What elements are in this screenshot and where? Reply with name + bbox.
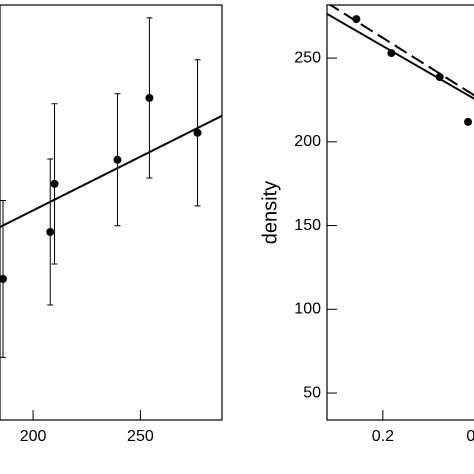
point bbox=[50, 179, 59, 188]
point bbox=[464, 117, 473, 126]
point bbox=[193, 128, 202, 137]
point bbox=[352, 15, 361, 24]
point bbox=[145, 93, 154, 102]
point bbox=[435, 73, 444, 82]
y-tick-label: 50 bbox=[303, 384, 321, 401]
x-tick-label: 200 bbox=[20, 428, 47, 445]
plot-area bbox=[0, 17, 222, 358]
y-tick-label: 200 bbox=[294, 133, 321, 150]
x-tick-label: 0.2 bbox=[372, 428, 394, 445]
axes-frame bbox=[0, 4, 223, 421]
point bbox=[387, 49, 396, 58]
point bbox=[0, 274, 8, 283]
axes-frame bbox=[326, 4, 474, 421]
point bbox=[113, 155, 122, 164]
x-tick-label: 0.3 bbox=[466, 428, 474, 445]
fit-line bbox=[0, 114, 222, 228]
y-tick-label: 250 bbox=[294, 49, 321, 66]
point bbox=[46, 228, 55, 237]
y-axis-label: density bbox=[259, 181, 281, 244]
x-tick-label: 250 bbox=[127, 428, 154, 445]
plot-area bbox=[327, 5, 474, 126]
fit-line bbox=[327, 13, 474, 100]
y-tick-label: 100 bbox=[294, 301, 321, 318]
y-tick-label: 150 bbox=[294, 217, 321, 234]
fit-line bbox=[328, 5, 474, 97]
